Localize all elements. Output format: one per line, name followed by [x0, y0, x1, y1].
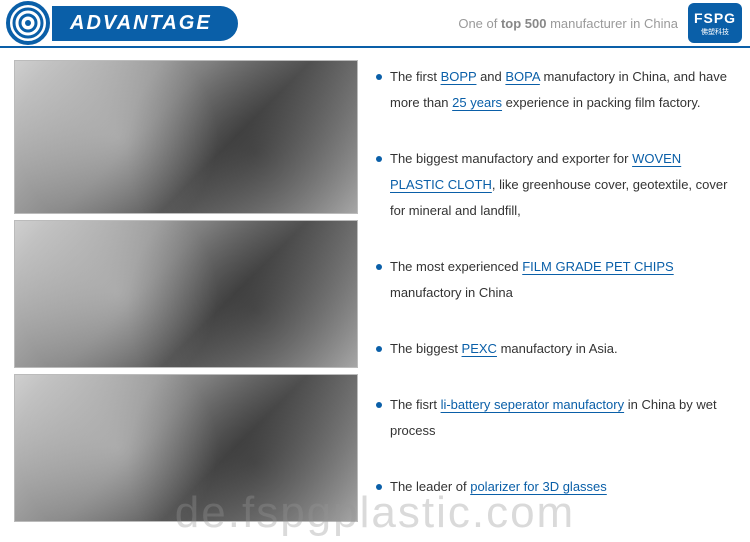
- inline-text: The most experienced: [390, 259, 522, 274]
- bullet-item: The first BOPP and BOPA manufactory in C…: [376, 64, 736, 116]
- bullet-dot-icon: [376, 74, 382, 80]
- inline-link[interactable]: BOPP: [441, 69, 477, 84]
- bullet-text: The most experienced FILM GRADE PET CHIP…: [390, 254, 736, 306]
- images-column: [14, 60, 358, 530]
- bullet-item: The most experienced FILM GRADE PET CHIP…: [376, 254, 736, 306]
- tagline-prefix: One of: [458, 16, 501, 31]
- bullet-text: The biggest manufactory and exporter for…: [390, 146, 736, 224]
- bullet-dot-icon: [376, 264, 382, 270]
- bullet-text: The biggest PEXC manufactory in Asia.: [390, 336, 736, 362]
- inline-text: experience in packing film factory.: [502, 95, 700, 110]
- inline-text: The leader of: [390, 479, 470, 494]
- inline-link[interactable]: PEXC: [462, 341, 497, 356]
- factory-image-3: [14, 374, 358, 522]
- bullet-text: The first BOPP and BOPA manufactory in C…: [390, 64, 736, 116]
- inline-link[interactable]: polarizer for 3D glasses: [470, 479, 607, 494]
- bullet-item: The leader of polarizer for 3D glasses: [376, 474, 736, 500]
- content-area: The first BOPP and BOPA manufactory in C…: [0, 48, 750, 530]
- brand-code: FSPG: [694, 10, 736, 26]
- bullet-item: The biggest manufactory and exporter for…: [376, 146, 736, 224]
- inline-text: The first: [390, 69, 441, 84]
- section-title: ADVANTAGE: [52, 6, 238, 41]
- inline-text: manufactory in Asia.: [497, 341, 618, 356]
- inline-link[interactable]: BOPA: [505, 69, 539, 84]
- tagline: One of top 500 manufacturer in China: [458, 16, 678, 31]
- factory-image-2: [14, 220, 358, 368]
- bullet-dot-icon: [376, 346, 382, 352]
- brand-cn: 佛塑科技: [701, 27, 729, 37]
- inline-text: and: [476, 69, 505, 84]
- bullet-item: The fisrt li-battery seperator manufacto…: [376, 392, 736, 444]
- bullet-text: The fisrt li-battery seperator manufacto…: [390, 392, 736, 444]
- inline-link[interactable]: 25 years: [452, 95, 502, 110]
- tagline-suffix: manufacturer in China: [546, 16, 678, 31]
- bullet-dot-icon: [376, 402, 382, 408]
- factory-image-1: [14, 60, 358, 214]
- brand-logo: FSPG 佛塑科技: [688, 3, 742, 43]
- inline-text: manufactory in China: [390, 285, 513, 300]
- rings-icon: [0, 0, 56, 47]
- inline-text: The biggest: [390, 341, 462, 356]
- header-bar: ADVANTAGE One of top 500 manufacturer in…: [0, 0, 750, 48]
- inline-link[interactable]: FILM GRADE PET CHIPS: [522, 259, 673, 274]
- inline-link[interactable]: li-battery seperator manufactory: [441, 397, 625, 412]
- bullet-dot-icon: [376, 156, 382, 162]
- bullet-text: The leader of polarizer for 3D glasses: [390, 474, 736, 500]
- inline-text: The biggest manufactory and exporter for: [390, 151, 632, 166]
- inline-text: The fisrt: [390, 397, 441, 412]
- tagline-bold: top 500: [501, 16, 547, 31]
- bullets-column: The first BOPP and BOPA manufactory in C…: [376, 60, 736, 530]
- bullet-dot-icon: [376, 484, 382, 490]
- bullet-item: The biggest PEXC manufactory in Asia.: [376, 336, 736, 362]
